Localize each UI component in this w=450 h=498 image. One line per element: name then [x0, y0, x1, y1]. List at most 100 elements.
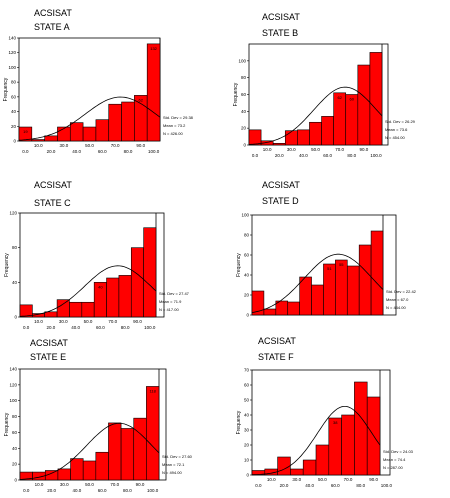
x-tick-label: 50.0: [85, 482, 94, 487]
x-tick-label: 0.0: [252, 153, 259, 158]
x-tick-label: 70.0: [108, 319, 117, 324]
x-tick-label: 20.0: [47, 488, 56, 493]
x-tick-label: 60.0: [98, 488, 107, 493]
histogram-plot: 0 20 40 60 80 100 120 140 Frequency 118 0.0 20.0 40.…: [4, 367, 193, 494]
histogram-bar: [248, 129, 262, 146]
x-tick-label: 0.0: [23, 325, 30, 330]
histogram-state-f: ACSISAT STATE F 0 10 20 30 40 50 60 70 Frequency…: [230, 330, 440, 488]
x-tick-label: 40.0: [71, 325, 80, 330]
histogram-bar: [120, 428, 135, 481]
y-axis-label: Frequency: [3, 77, 9, 101]
chart-subtitle: STATE F: [258, 352, 294, 362]
bar-value-label: 51: [327, 266, 332, 271]
histogram-bar: [370, 230, 384, 316]
stats-line: Mean = 73.6: [385, 127, 408, 132]
y-tick-label: 20: [241, 126, 247, 131]
histogram-bar: [95, 451, 109, 481]
histogram-bar: [311, 284, 324, 316]
y-tick-label: 40: [11, 109, 17, 114]
x-tick-label: 90.0: [133, 319, 142, 324]
y-tick-label: 40: [244, 273, 250, 278]
histogram-bar: [309, 121, 322, 146]
histogram-state-e: ACSISAT STATE E 0 20 40 60 80 100 120 140 Freque…: [0, 330, 210, 493]
histogram-plot: 0 10 20 30 40 50 60 70 Frequency 38 0.0 20.0 40.0 60.…: [236, 368, 414, 489]
chart-subtitle: STATE D: [262, 196, 299, 206]
x-tick-label: 100.0: [381, 483, 393, 488]
x-tick-label: 70.0: [344, 477, 353, 482]
x-tick-label: 100.0: [147, 488, 159, 493]
histogram-bar: [297, 129, 310, 146]
histogram-state-b: ACSISAT STATE B 0 20 40 60 80 100 Frequency 62 6…: [230, 0, 440, 158]
histogram-bar: [346, 265, 360, 316]
x-tick-label: 30.0: [287, 147, 296, 152]
stats-line: Std. Dev = 27.47: [159, 291, 190, 296]
stats-line: N = 454.00: [385, 135, 405, 140]
x-tick-label: 90.0: [359, 147, 368, 152]
x-tick-label: 90.0: [136, 482, 145, 487]
x-tick-label: 50.0: [311, 147, 320, 152]
y-tick-label: 50: [244, 398, 250, 403]
y-tick-label: 20: [12, 462, 18, 467]
y-tick-label: 0: [13, 139, 16, 144]
chart-title: ACSISAT: [34, 180, 72, 190]
x-tick-label: 40.0: [72, 149, 81, 154]
histogram-bar: [108, 103, 122, 142]
x-tick-label: 40.0: [305, 483, 314, 488]
y-tick-label: 140: [9, 367, 17, 372]
y-tick-label: 140: [8, 36, 16, 41]
histogram-state-c: ACSISAT STATE C 0 40 80 120 Frequency 40 0.0 20…: [0, 170, 210, 330]
bar-value-label: 19: [23, 129, 28, 134]
chart-title: ACSISAT: [34, 8, 72, 18]
x-tick-label: 10.0: [35, 482, 44, 487]
histogram-bar: [341, 414, 355, 476]
histogram-bar: [69, 301, 83, 318]
y-tick-label: 40: [12, 446, 18, 451]
y-tick-label: 0: [14, 478, 17, 483]
chart-subtitle: STATE C: [34, 198, 71, 208]
normal-curve: [19, 422, 160, 480]
bar-value-label: 55: [339, 262, 344, 267]
y-tick-label: 60: [11, 94, 17, 99]
histogram-plot: 0 20 40 60 80 100 Frequency 51 55 Std. Dev = 22.4…: [236, 213, 417, 318]
normal-curve: [251, 253, 384, 313]
histogram-bar: [82, 460, 97, 481]
normal-curve: [251, 406, 381, 476]
y-tick-label: 80: [244, 233, 250, 238]
x-tick-label: 70.0: [335, 147, 344, 152]
x-tick-label: 100.0: [144, 325, 156, 330]
histogram-plot: 0 20 40 60 80 100 120 140 Frequency 19 62 132 0.0 20.…: [3, 36, 194, 155]
y-tick-label: 100: [8, 65, 16, 70]
chart-title: ACSISAT: [30, 338, 68, 348]
histogram-bar: [44, 311, 58, 318]
y-tick-label: 120: [9, 382, 17, 387]
x-tick-label: 20.0: [275, 153, 284, 158]
y-tick-label: 60: [244, 253, 250, 258]
histogram-bar: [369, 52, 383, 146]
x-tick-label: 60.0: [98, 149, 107, 154]
y-axis-label: Frequency: [236, 253, 242, 277]
x-tick-label: 0.0: [22, 149, 29, 154]
y-tick-label: 60: [12, 430, 18, 435]
bar-value-label: 60: [350, 97, 355, 102]
x-tick-label: 80.0: [347, 153, 356, 158]
histogram-bar: [146, 386, 160, 481]
y-axis-label: Frequency: [236, 410, 242, 434]
x-tick-label: 30.0: [59, 143, 68, 148]
histogram-bar: [354, 381, 368, 476]
y-tick-label: 20: [11, 124, 17, 129]
histogram-bar: [335, 259, 348, 316]
stats-line: Mean = 73.2: [163, 123, 186, 128]
stats-line: Mean = 72.1: [162, 462, 185, 467]
histogram-bar: [18, 126, 33, 142]
histogram-bar: [357, 64, 371, 146]
bar-value-label: 40: [98, 284, 103, 289]
histogram-bar: [133, 417, 147, 481]
y-axis-label: Frequency: [233, 82, 239, 106]
histogram-plot: 0 20 40 60 80 100 Frequency 62 60 0.0 20.0 40.0 60.0…: [233, 43, 416, 158]
histogram-bar: [328, 417, 342, 476]
x-tick-label: 40.0: [299, 153, 308, 158]
stats-line: Mean = 71.9: [159, 299, 182, 304]
histogram-bar: [57, 468, 71, 481]
stats-line: N = 494.00: [162, 470, 182, 475]
histogram-bar: [130, 247, 144, 318]
